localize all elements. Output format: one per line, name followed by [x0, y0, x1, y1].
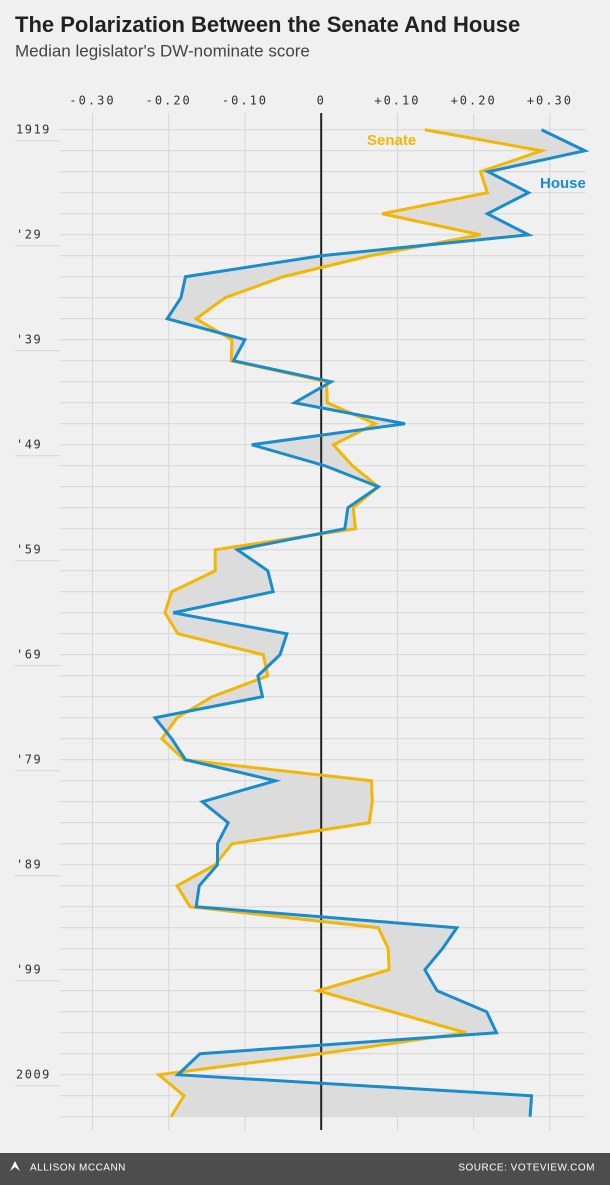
y-tick-label: '99 [16, 962, 42, 976]
source: SOURCE: VOTEVIEW.COM [458, 1163, 595, 1174]
x-tick-label: +0.20 [451, 94, 497, 108]
series-line [152, 128, 590, 1117]
chart-subtitle: Median legislator's DW-nominate score [15, 41, 310, 60]
footer-bar [0, 1153, 610, 1185]
y-tick-label: '49 [16, 437, 42, 451]
credit: ALLISON MCCANN [30, 1163, 126, 1174]
y-tick-label: '79 [16, 752, 42, 766]
y-tick-label: 2009 [16, 1067, 51, 1081]
x-tick-label: -0.30 [69, 94, 115, 108]
series-label: House [540, 175, 586, 192]
x-tick-label: +0.10 [374, 94, 420, 108]
y-tick-label: '59 [16, 542, 42, 556]
y-tick-label: 1919 [16, 122, 51, 136]
chart-title: The Polarization Between the Senate And … [15, 12, 520, 37]
series-label: Senate [367, 132, 416, 149]
logo [10, 1161, 20, 1171]
x-tick-label: 0 [317, 94, 326, 108]
y-tick-label: '39 [16, 332, 42, 346]
plot: Senate House [152, 113, 590, 1130]
x-tick-label: -0.20 [146, 94, 192, 108]
x-tick-label: -0.10 [222, 94, 268, 108]
series-line [155, 128, 548, 1118]
y-tick-label: '29 [16, 227, 42, 241]
y-tick-label: '69 [16, 647, 42, 661]
x-tick-label: +0.30 [527, 94, 573, 108]
y-tick-label: '89 [16, 857, 42, 871]
